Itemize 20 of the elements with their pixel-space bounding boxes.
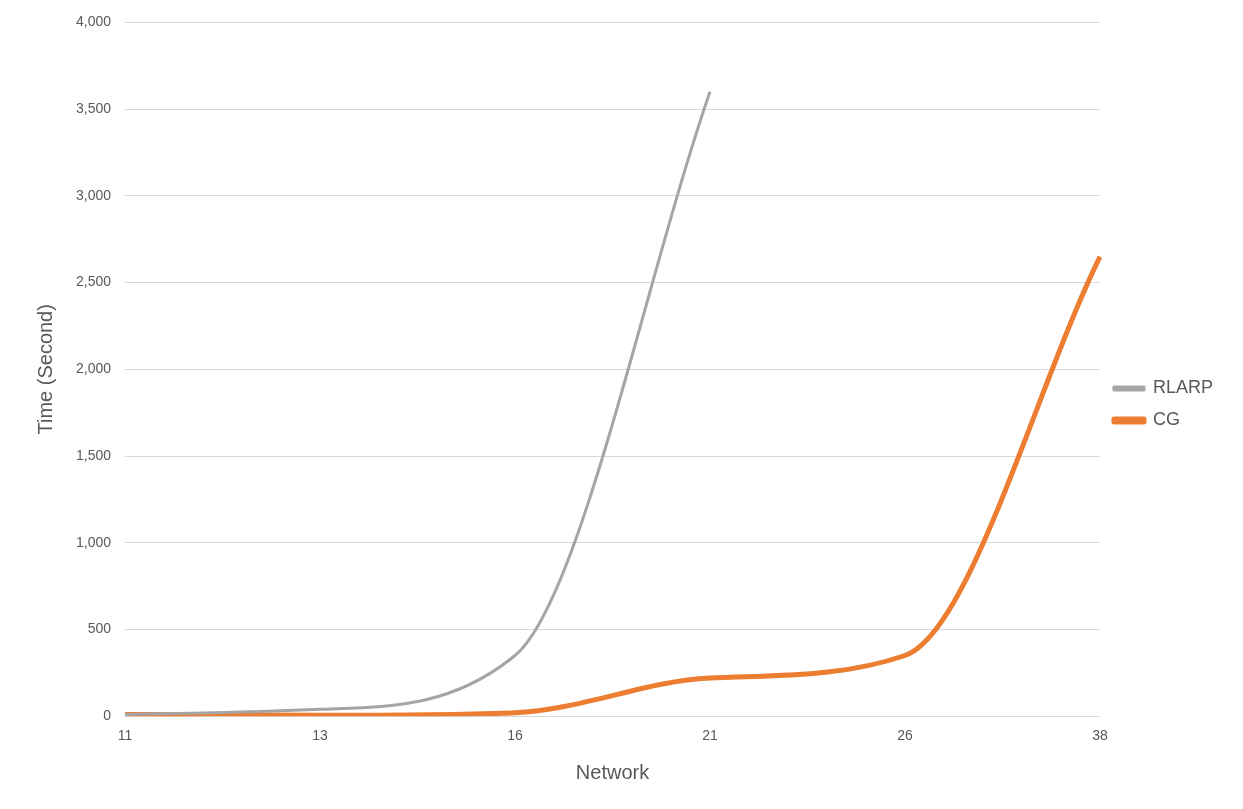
y-tick-label: 3,500 [75, 99, 112, 116]
x-tick-label: 11 [117, 727, 133, 744]
x-tick-label: 16 [507, 727, 524, 744]
y-tick-label: 1,000 [75, 533, 112, 550]
x-tick-label: 38 [1092, 727, 1108, 744]
y-tick-label: 4,000 [75, 13, 112, 30]
y-tick-label: 2,500 [75, 273, 112, 290]
y-tick-label: 3,000 [75, 186, 112, 203]
x-axis-title: Network [575, 760, 651, 783]
legend-label: CG [1152, 409, 1180, 430]
legend-label: RLARP [1152, 377, 1214, 398]
x-tick-label: 26 [897, 727, 913, 744]
y-tick-label: 500 [87, 620, 112, 637]
y-tick-label: 1,500 [75, 446, 112, 463]
y-tick-label: 0 [103, 707, 112, 724]
y-tick-label: 2,000 [75, 360, 112, 377]
x-tick-label: 13 [312, 727, 329, 744]
line-series [123, 90, 712, 716]
y-axis-title: Time (Second) [33, 304, 56, 435]
x-tick-label: 21 [702, 727, 718, 744]
